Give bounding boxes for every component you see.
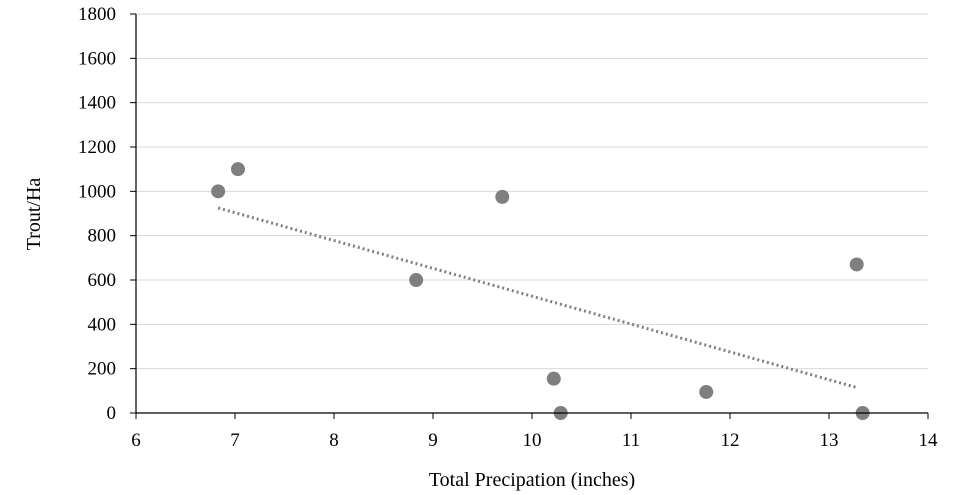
y-axis-title: Trout/Ha <box>23 178 45 251</box>
data-point <box>849 257 864 272</box>
data-point <box>495 189 510 204</box>
y-tick-label: 0 <box>107 403 117 424</box>
y-tick-label: 1800 <box>78 4 116 25</box>
y-tick-label: 1000 <box>78 181 116 202</box>
x-tick-label: 8 <box>329 430 339 451</box>
x-tick-label: 12 <box>721 430 740 451</box>
y-tick-label: 600 <box>88 270 117 291</box>
y-tick-label: 200 <box>88 359 117 380</box>
data-point <box>699 384 714 399</box>
data-point <box>409 273 424 287</box>
data-point <box>230 162 245 177</box>
y-tick-label: 1200 <box>78 137 116 158</box>
x-axis-title: Total Precipation (inches) <box>429 469 635 491</box>
trendline-layer <box>217 206 858 389</box>
y-tick-label: 1400 <box>78 93 116 114</box>
x-tick-label: 10 <box>523 430 542 451</box>
axes <box>130 13 929 419</box>
y-tick-label: 800 <box>88 226 117 247</box>
x-tick-label: 9 <box>428 430 438 451</box>
tick-labels: 0 200 400 600 800 1000 1200 1400 1600 1800 6 7 8 9 10 1… <box>78 4 938 451</box>
data-point <box>211 184 226 199</box>
trendline <box>217 206 858 389</box>
x-tick-label: 13 <box>820 430 839 451</box>
data-point <box>546 371 561 386</box>
y-tick-label: 1600 <box>78 48 116 69</box>
x-tick-label: 14 <box>919 430 939 451</box>
x-tick-label: 7 <box>230 430 240 451</box>
x-tick-label: 11 <box>622 430 640 451</box>
data-points <box>211 162 870 420</box>
x-tick-label: 6 <box>131 430 141 451</box>
y-tick-label: 400 <box>88 314 117 335</box>
gridlines <box>136 13 928 370</box>
